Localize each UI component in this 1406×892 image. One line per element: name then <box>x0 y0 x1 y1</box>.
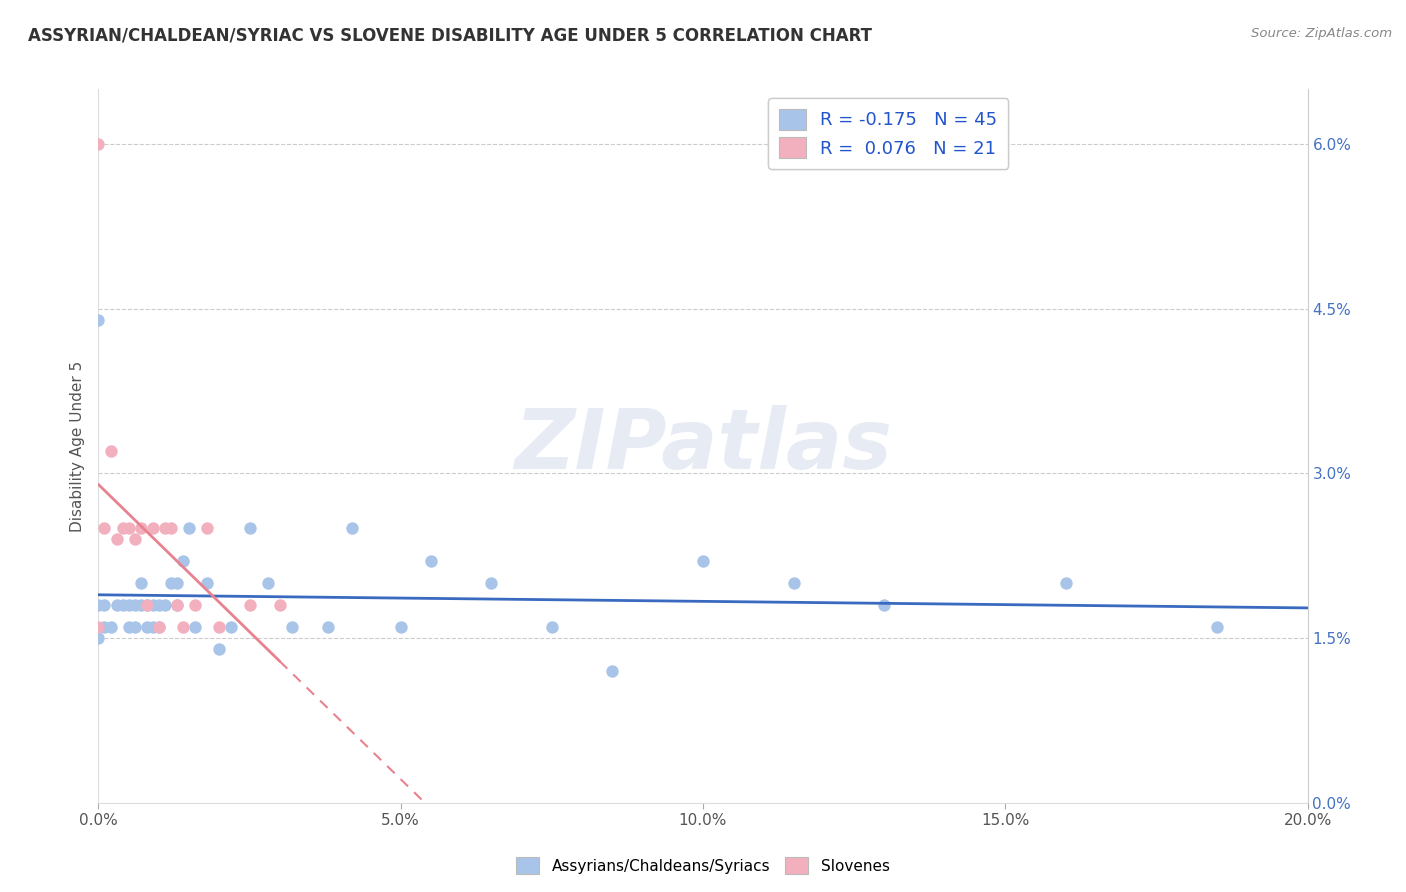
Point <box>208 620 231 634</box>
Point <box>420 554 443 568</box>
Point <box>179 521 201 535</box>
Point <box>184 620 207 634</box>
Point <box>256 576 278 591</box>
Text: ZIPatlas: ZIPatlas <box>515 406 891 486</box>
Point <box>87 598 110 612</box>
Point <box>269 598 291 612</box>
Point <box>602 664 624 678</box>
Point <box>692 554 714 568</box>
Point <box>148 620 170 634</box>
Legend: Assyrians/Chaldeans/Syriacs, Slovenes: Assyrians/Chaldeans/Syriacs, Slovenes <box>510 851 896 880</box>
Point <box>118 620 141 634</box>
Point <box>316 620 339 634</box>
Point <box>135 598 157 612</box>
Point <box>111 598 134 612</box>
Point <box>166 598 188 612</box>
Point <box>100 620 122 634</box>
Point <box>142 598 165 612</box>
Point <box>111 521 134 535</box>
Point <box>389 620 412 634</box>
Point <box>142 620 165 634</box>
Point <box>100 444 122 458</box>
Point <box>160 521 183 535</box>
Point <box>172 620 194 634</box>
Point <box>118 521 141 535</box>
Point <box>239 521 262 535</box>
Point <box>221 620 243 634</box>
Point <box>481 576 503 591</box>
Point <box>281 620 304 634</box>
Point <box>1054 576 1077 591</box>
Point <box>783 576 806 591</box>
Point <box>129 576 152 591</box>
Point <box>124 620 146 634</box>
Point <box>135 598 157 612</box>
Point <box>153 521 176 535</box>
Point <box>105 533 128 547</box>
Point <box>195 521 218 535</box>
Point <box>118 598 141 612</box>
Point <box>873 598 896 612</box>
Point <box>129 598 152 612</box>
Text: ASSYRIAN/CHALDEAN/SYRIAC VS SLOVENE DISABILITY AGE UNDER 5 CORRELATION CHART: ASSYRIAN/CHALDEAN/SYRIAC VS SLOVENE DISA… <box>28 27 872 45</box>
Point <box>105 598 128 612</box>
Legend: R = -0.175   N = 45, R =  0.076   N = 21: R = -0.175 N = 45, R = 0.076 N = 21 <box>768 98 1008 169</box>
Point <box>153 598 176 612</box>
Point <box>124 533 146 547</box>
Point <box>184 598 207 612</box>
Point <box>87 620 110 634</box>
Text: Source: ZipAtlas.com: Source: ZipAtlas.com <box>1251 27 1392 40</box>
Y-axis label: Disability Age Under 5: Disability Age Under 5 <box>70 360 86 532</box>
Point <box>195 576 218 591</box>
Point <box>160 576 183 591</box>
Point <box>87 631 110 645</box>
Point <box>342 521 364 535</box>
Point <box>148 598 170 612</box>
Point <box>129 521 152 535</box>
Point <box>87 312 110 326</box>
Point <box>93 620 115 634</box>
Point <box>87 137 110 152</box>
Point <box>93 598 115 612</box>
Point <box>93 521 115 535</box>
Point <box>540 620 562 634</box>
Point <box>172 554 194 568</box>
Point <box>1206 620 1229 634</box>
Point <box>208 642 231 657</box>
Point <box>148 620 170 634</box>
Point <box>166 598 188 612</box>
Point <box>239 598 262 612</box>
Point <box>166 576 188 591</box>
Point <box>135 620 157 634</box>
Point <box>142 521 165 535</box>
Point <box>124 598 146 612</box>
